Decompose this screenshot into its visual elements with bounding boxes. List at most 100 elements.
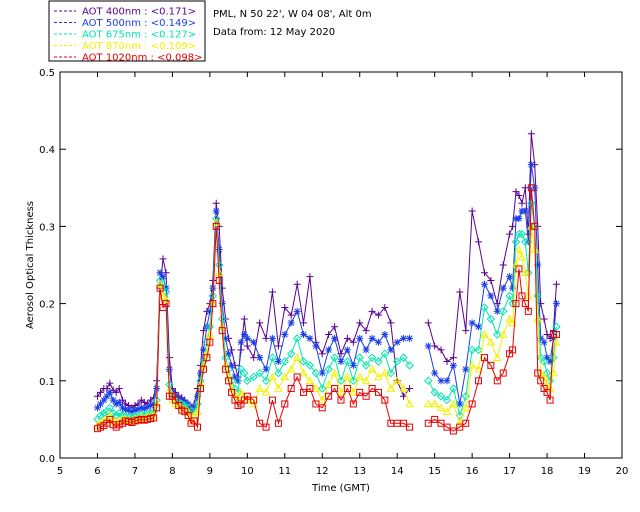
data-point bbox=[498, 329, 508, 338]
data-point bbox=[374, 338, 382, 346]
data-point bbox=[293, 373, 301, 381]
data-point bbox=[211, 218, 221, 226]
data-point bbox=[499, 284, 507, 292]
data-point bbox=[356, 319, 364, 327]
data-point bbox=[521, 207, 529, 215]
data-point bbox=[349, 361, 357, 369]
data-point bbox=[268, 372, 277, 381]
data-point bbox=[543, 330, 551, 338]
data-point bbox=[150, 414, 158, 422]
data-point bbox=[147, 402, 155, 410]
y-tick-label: 0.3 bbox=[39, 222, 55, 233]
data-point bbox=[218, 300, 226, 308]
data-point bbox=[443, 423, 451, 431]
x-tick-label: 14 bbox=[391, 466, 404, 477]
data-point bbox=[405, 399, 414, 408]
data-point bbox=[336, 387, 346, 396]
data-point bbox=[274, 419, 282, 427]
x-tick-label: 9 bbox=[207, 466, 213, 477]
data-point bbox=[456, 400, 464, 408]
data-point bbox=[493, 377, 501, 385]
data-point bbox=[533, 291, 542, 301]
data-point bbox=[115, 398, 123, 406]
data-point bbox=[362, 346, 370, 354]
x-tick-label: 11 bbox=[278, 466, 291, 477]
data-point bbox=[381, 330, 389, 338]
data-point bbox=[512, 188, 520, 196]
data-point bbox=[430, 399, 440, 408]
data-point bbox=[122, 405, 130, 413]
data-point bbox=[406, 423, 414, 431]
x-tick-label: 6 bbox=[94, 466, 100, 477]
data-point bbox=[546, 358, 554, 365]
data-point bbox=[197, 369, 204, 377]
data-point bbox=[212, 222, 220, 230]
data-point bbox=[337, 358, 345, 365]
data-point bbox=[140, 398, 148, 406]
data-point bbox=[215, 246, 223, 254]
data-date: Data from: 12 May 2020 bbox=[213, 27, 335, 38]
data-point bbox=[325, 392, 333, 400]
data-point bbox=[268, 396, 276, 404]
data-point bbox=[305, 361, 315, 370]
data-point bbox=[100, 396, 108, 404]
x-tick-label: 5 bbox=[57, 466, 63, 477]
data-point bbox=[256, 354, 264, 362]
data-point bbox=[355, 353, 364, 362]
data-point bbox=[156, 284, 164, 292]
data-point bbox=[255, 368, 264, 378]
data-point bbox=[537, 377, 545, 385]
data-point bbox=[367, 353, 377, 362]
data-point bbox=[193, 407, 202, 415]
data-point bbox=[318, 369, 326, 377]
data-point bbox=[281, 303, 289, 311]
data-point bbox=[552, 280, 560, 288]
data-point bbox=[274, 383, 283, 392]
data-point bbox=[228, 346, 236, 354]
data-point bbox=[225, 377, 233, 385]
x-tick-label: 12 bbox=[316, 466, 329, 477]
data-point bbox=[431, 415, 439, 423]
data-point bbox=[349, 338, 357, 346]
data-point bbox=[96, 400, 104, 408]
data-point bbox=[209, 300, 217, 308]
data-point bbox=[436, 403, 446, 412]
data-point bbox=[499, 261, 507, 269]
data-point bbox=[293, 307, 301, 315]
data-point bbox=[286, 364, 296, 373]
data-point bbox=[106, 379, 114, 387]
data-point bbox=[249, 372, 258, 382]
data-point bbox=[492, 353, 502, 361]
data-point bbox=[317, 395, 327, 404]
data-point bbox=[518, 199, 526, 207]
data-point bbox=[474, 345, 483, 355]
data-point bbox=[517, 229, 527, 239]
y-axis-label: Aerosol Optical Thickness bbox=[25, 201, 36, 329]
data-point bbox=[325, 346, 333, 354]
data-point bbox=[462, 419, 470, 427]
data-point bbox=[387, 319, 395, 327]
data-point bbox=[542, 368, 552, 378]
data-point bbox=[475, 377, 483, 385]
data-point bbox=[125, 406, 133, 414]
data-point bbox=[392, 376, 402, 385]
data-point bbox=[543, 388, 551, 396]
data-point bbox=[240, 315, 248, 323]
x-axis-label: Time (GMT) bbox=[311, 483, 370, 494]
data-point bbox=[331, 385, 339, 393]
data-point bbox=[343, 385, 351, 393]
data-point bbox=[234, 377, 242, 385]
data-point bbox=[475, 323, 483, 331]
data-point bbox=[540, 338, 548, 346]
x-tick-label: 17 bbox=[503, 466, 516, 477]
data-point bbox=[392, 357, 402, 366]
data-point bbox=[514, 229, 524, 239]
data-point bbox=[381, 303, 389, 311]
data-point bbox=[206, 307, 214, 315]
y-tick-label: 0.5 bbox=[39, 68, 55, 79]
data-point bbox=[539, 357, 549, 366]
data-point bbox=[306, 385, 314, 393]
data-point bbox=[362, 392, 370, 400]
data-point bbox=[475, 238, 483, 246]
data-point bbox=[300, 319, 308, 327]
